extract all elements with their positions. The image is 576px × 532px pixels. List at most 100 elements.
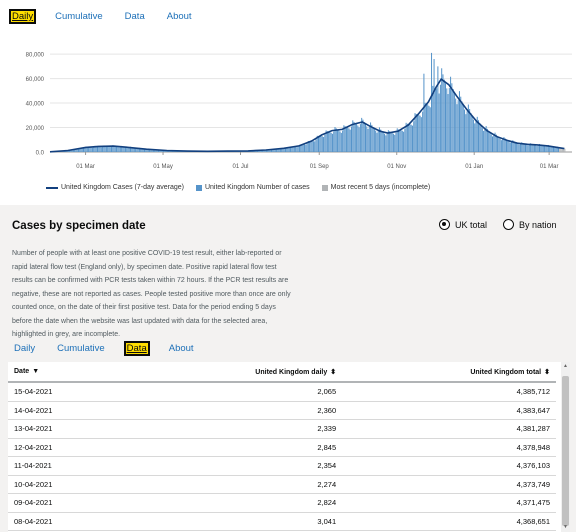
chart-bar [343, 125, 345, 152]
chart-bar [476, 116, 478, 152]
chart-bar [301, 144, 303, 152]
chart-bar [394, 134, 396, 152]
chart-bar [485, 126, 487, 152]
y-tick-label: 20,000 [26, 126, 45, 132]
chart-bar [357, 125, 359, 152]
radio-by-nation[interactable]: By nation [503, 219, 557, 230]
row-date: 09-04-2021 [8, 493, 126, 513]
scroll-thumb[interactable] [562, 376, 569, 526]
tab-data[interactable]: Data [123, 341, 150, 356]
daily-header-label: United Kingdom daily [255, 368, 328, 376]
chart-bar [276, 149, 278, 152]
tab-cumulative[interactable]: Cumulative [57, 343, 105, 354]
chart-bar [114, 146, 116, 152]
scroll-up-icon[interactable]: ▲ [563, 363, 568, 369]
chart-bar [535, 145, 537, 152]
chart-bar [419, 115, 421, 152]
chart-bar [326, 131, 328, 152]
chart-bar [324, 134, 326, 152]
chart-bar [405, 122, 407, 152]
table-row: 10-04-2021 2,274 4,373,749 [8, 475, 556, 494]
date-column-header[interactable]: Date ▼ [8, 362, 126, 383]
chart-bar [90, 147, 92, 152]
tab-cumulative[interactable]: Cumulative [55, 11, 103, 22]
table-row: 08-04-2021 3,041 4,368,651 [8, 512, 556, 531]
chart-bar [287, 148, 289, 152]
chart-bar [85, 146, 87, 152]
chart-bar [94, 145, 96, 152]
row-daily: 2,065 [125, 382, 343, 402]
chart-bar [462, 105, 464, 152]
radio-unchecked-icon[interactable] [503, 219, 514, 230]
sort-icon[interactable]: ⬍ [544, 368, 550, 376]
chart-bar [362, 119, 364, 152]
radio-uk-total[interactable]: UK total [439, 219, 487, 230]
tab-data[interactable]: Data [124, 11, 145, 22]
tab-daily[interactable]: Daily [14, 343, 36, 354]
chart-bar [471, 116, 473, 152]
chart-bar [373, 128, 375, 152]
chart-bar [498, 137, 500, 152]
chart-bar [103, 145, 105, 152]
chart-bar [349, 129, 351, 152]
chart-bar [479, 123, 481, 152]
chart-bar [132, 147, 134, 152]
chart-bar [340, 132, 342, 152]
total-column-header[interactable]: United Kingdom total ⬍ [342, 362, 556, 383]
chart-bar [455, 98, 457, 152]
table-header-row: Date ▼ United Kingdom daily ⬍ United Kingd… [8, 362, 556, 383]
chart-bar [130, 146, 132, 152]
chart-bar [119, 146, 121, 152]
chart-bar [262, 150, 264, 152]
chart-bar [533, 144, 535, 152]
chart-bar [297, 146, 299, 152]
chart-bar [475, 121, 477, 152]
chart-bar [559, 147, 561, 152]
chart-bar [446, 88, 448, 152]
x-tick-label: 01 Nov [387, 164, 406, 170]
chart-bar [546, 146, 548, 152]
chart-bar [458, 91, 460, 152]
chart-bar [409, 124, 411, 152]
tab-about[interactable]: About [168, 343, 194, 354]
radio-checked-icon[interactable] [439, 219, 450, 230]
chart-bar [135, 148, 137, 152]
chart-bar [563, 148, 565, 152]
chart-bar [438, 93, 440, 152]
chart-bar [337, 129, 339, 152]
chart-bar [331, 133, 333, 152]
chart-bar [263, 149, 265, 152]
daily-column-header[interactable]: United Kingdom daily ⬍ [125, 362, 343, 383]
chart-bar [107, 146, 109, 152]
chart-bar [439, 84, 441, 152]
chart-bar [556, 146, 558, 152]
chart-bar [456, 104, 458, 152]
chart-bar [404, 128, 406, 152]
chart-bar [163, 150, 165, 152]
chart-bar [387, 130, 389, 152]
chart-bar [136, 148, 138, 152]
chart-bar [293, 146, 295, 152]
table-scrollbar[interactable]: ▲ ▼ [561, 362, 570, 532]
scroll-down-icon[interactable]: ▼ [563, 524, 568, 530]
chart-bar [527, 145, 529, 152]
tab-about[interactable]: About [166, 11, 192, 22]
table-row: 11-04-2021 2,354 4,376,103 [8, 456, 556, 476]
chart-bar [414, 113, 416, 152]
chart-bar [470, 113, 472, 152]
chart-bar [156, 149, 158, 152]
chart-bar [104, 145, 106, 152]
chart-bar [375, 130, 377, 152]
chart-bar [93, 147, 95, 152]
chart-bar [286, 148, 288, 152]
chart-bar [74, 149, 76, 152]
chart-bar [364, 124, 366, 152]
chart-bar [334, 127, 336, 152]
y-tick-label: 80,000 [26, 53, 45, 59]
sort-descending-icon[interactable]: ▼ [32, 368, 40, 375]
chart-bar [403, 131, 405, 152]
sort-icon[interactable]: ⬍ [330, 368, 337, 376]
chart-bar [467, 104, 469, 152]
chart-bar [75, 149, 77, 152]
tab-daily[interactable]: Daily [8, 9, 37, 24]
